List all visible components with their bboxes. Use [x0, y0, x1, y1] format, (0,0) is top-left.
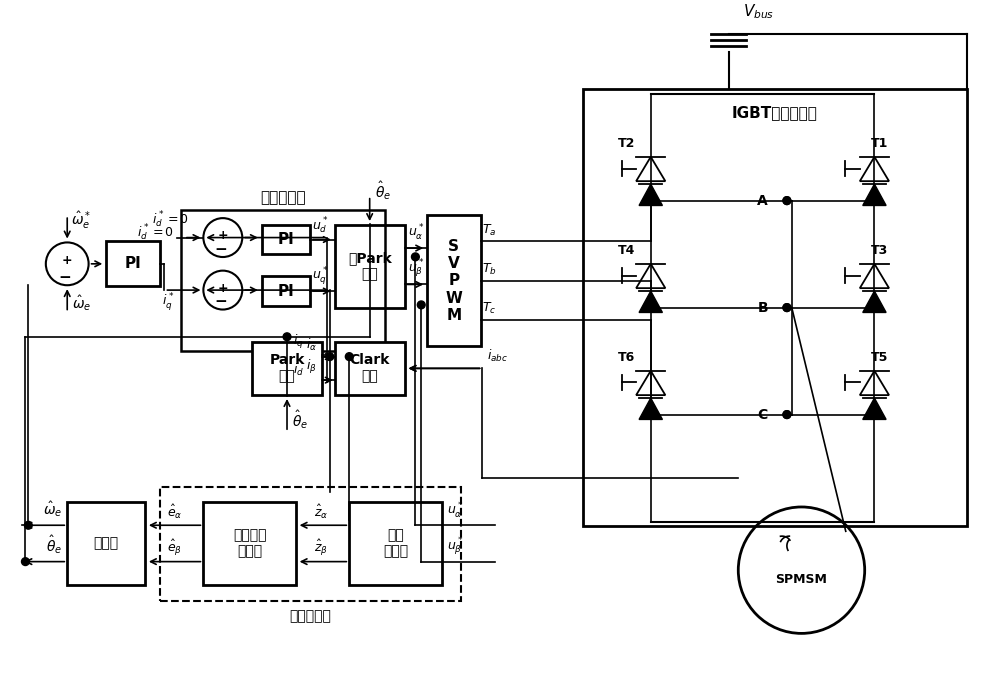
- Circle shape: [647, 410, 655, 419]
- Text: $V_{bus}$: $V_{bus}$: [743, 2, 774, 21]
- Text: $u_\beta^*$: $u_\beta^*$: [447, 535, 463, 558]
- Circle shape: [783, 197, 791, 205]
- FancyBboxPatch shape: [252, 341, 322, 395]
- Text: $\hat{z}_\alpha$: $\hat{z}_\alpha$: [314, 503, 328, 521]
- Text: $i_{abc}$: $i_{abc}$: [487, 348, 508, 364]
- Polygon shape: [863, 291, 886, 313]
- Circle shape: [871, 410, 878, 419]
- Circle shape: [783, 304, 791, 311]
- Polygon shape: [639, 291, 662, 313]
- Text: T5: T5: [871, 351, 888, 364]
- Text: $i_q^*$: $i_q^*$: [162, 291, 174, 313]
- Circle shape: [783, 197, 791, 205]
- Text: $u_\alpha^*$: $u_\alpha^*$: [447, 501, 463, 521]
- Text: $i_d^* = 0$: $i_d^* = 0$: [152, 209, 189, 230]
- Polygon shape: [639, 184, 662, 205]
- Text: T2: T2: [618, 137, 635, 150]
- Circle shape: [647, 410, 655, 419]
- Text: $u_d^*$: $u_d^*$: [312, 216, 329, 236]
- Circle shape: [871, 304, 878, 311]
- Text: Clark
变换: Clark 变换: [349, 353, 390, 383]
- Circle shape: [647, 304, 655, 311]
- FancyBboxPatch shape: [583, 89, 967, 526]
- FancyBboxPatch shape: [262, 225, 310, 254]
- Text: T6: T6: [618, 351, 635, 364]
- Text: $i_q$: $i_q$: [293, 333, 304, 351]
- Circle shape: [783, 410, 791, 419]
- Text: $\hat{\omega}_e$: $\hat{\omega}_e$: [43, 500, 62, 519]
- FancyBboxPatch shape: [106, 242, 160, 286]
- Text: $\hat{\theta}_e$: $\hat{\theta}_e$: [375, 179, 391, 202]
- Text: $\hat{\omega}_e^*$: $\hat{\omega}_e^*$: [71, 209, 91, 231]
- Text: T3: T3: [871, 244, 888, 257]
- Text: T4: T4: [618, 244, 635, 257]
- Circle shape: [283, 333, 291, 341]
- Polygon shape: [863, 398, 886, 419]
- Text: $i_d^* = 0$: $i_d^* = 0$: [137, 223, 174, 243]
- Circle shape: [417, 301, 425, 309]
- Circle shape: [647, 197, 655, 205]
- Text: +: +: [62, 254, 73, 267]
- Text: $\hat{e}_\alpha$: $\hat{e}_\alpha$: [167, 503, 182, 521]
- Text: B: B: [757, 301, 768, 315]
- Text: S
V
P
W
M: S V P W M: [445, 239, 462, 323]
- FancyBboxPatch shape: [349, 502, 442, 585]
- FancyBboxPatch shape: [335, 225, 405, 308]
- Text: +: +: [218, 229, 228, 242]
- FancyBboxPatch shape: [427, 215, 481, 346]
- Circle shape: [22, 558, 29, 565]
- FancyBboxPatch shape: [335, 341, 405, 395]
- Text: SPMSM: SPMSM: [776, 573, 827, 586]
- Circle shape: [24, 521, 32, 529]
- Text: $T_b$: $T_b$: [482, 262, 497, 277]
- Text: $u_\beta^*$: $u_\beta^*$: [408, 258, 424, 280]
- Text: −: −: [215, 242, 227, 257]
- Text: Park
变换: Park 变换: [269, 353, 305, 383]
- Text: 无传感算法: 无传感算法: [289, 609, 331, 623]
- Text: PI: PI: [124, 256, 141, 272]
- Polygon shape: [863, 184, 886, 205]
- Text: $i_\alpha$: $i_\alpha$: [306, 336, 317, 352]
- Text: $\hat{e}_\beta$: $\hat{e}_\beta$: [167, 537, 182, 558]
- Circle shape: [411, 253, 419, 261]
- Text: −: −: [58, 270, 71, 285]
- Text: $\hat{\theta}_e$: $\hat{\theta}_e$: [46, 533, 62, 556]
- Text: −: −: [215, 295, 227, 309]
- Circle shape: [871, 197, 878, 205]
- Text: $\hat{\theta}_e$: $\hat{\theta}_e$: [292, 408, 308, 431]
- Text: $i_d$: $i_d$: [293, 362, 304, 378]
- Text: PI: PI: [278, 283, 294, 299]
- FancyBboxPatch shape: [67, 502, 145, 585]
- Text: +: +: [218, 282, 228, 295]
- Text: 电流调节环: 电流调节环: [260, 191, 306, 205]
- Circle shape: [783, 410, 791, 419]
- FancyBboxPatch shape: [262, 276, 310, 306]
- Circle shape: [345, 352, 353, 360]
- FancyBboxPatch shape: [203, 502, 296, 585]
- Circle shape: [326, 352, 334, 360]
- Text: $T_a$: $T_a$: [482, 223, 497, 237]
- Text: $u_q^*$: $u_q^*$: [312, 265, 329, 287]
- Circle shape: [647, 304, 655, 311]
- Text: $i_\beta$: $i_\beta$: [306, 358, 317, 376]
- Text: IGBT功率变换器: IGBT功率变换器: [732, 105, 818, 121]
- Text: 反Park
变换: 反Park 变换: [348, 251, 392, 281]
- Circle shape: [647, 197, 655, 205]
- Text: 二阶广义
积分器: 二阶广义 积分器: [233, 528, 266, 558]
- Circle shape: [783, 304, 791, 311]
- Text: $u_\alpha^*$: $u_\alpha^*$: [408, 223, 424, 243]
- Text: $T_c$: $T_c$: [482, 302, 497, 316]
- Text: PI: PI: [278, 232, 294, 247]
- Text: $\hat{z}_\beta$: $\hat{z}_\beta$: [314, 537, 328, 558]
- Text: C: C: [757, 408, 768, 422]
- Text: $\hat{\omega}_e$: $\hat{\omega}_e$: [72, 293, 91, 313]
- Text: 滑模
观测器: 滑模 观测器: [383, 528, 408, 558]
- Text: A: A: [757, 193, 768, 207]
- Text: T1: T1: [871, 137, 888, 150]
- Polygon shape: [639, 398, 662, 419]
- Text: 锁相环: 锁相环: [94, 537, 119, 551]
